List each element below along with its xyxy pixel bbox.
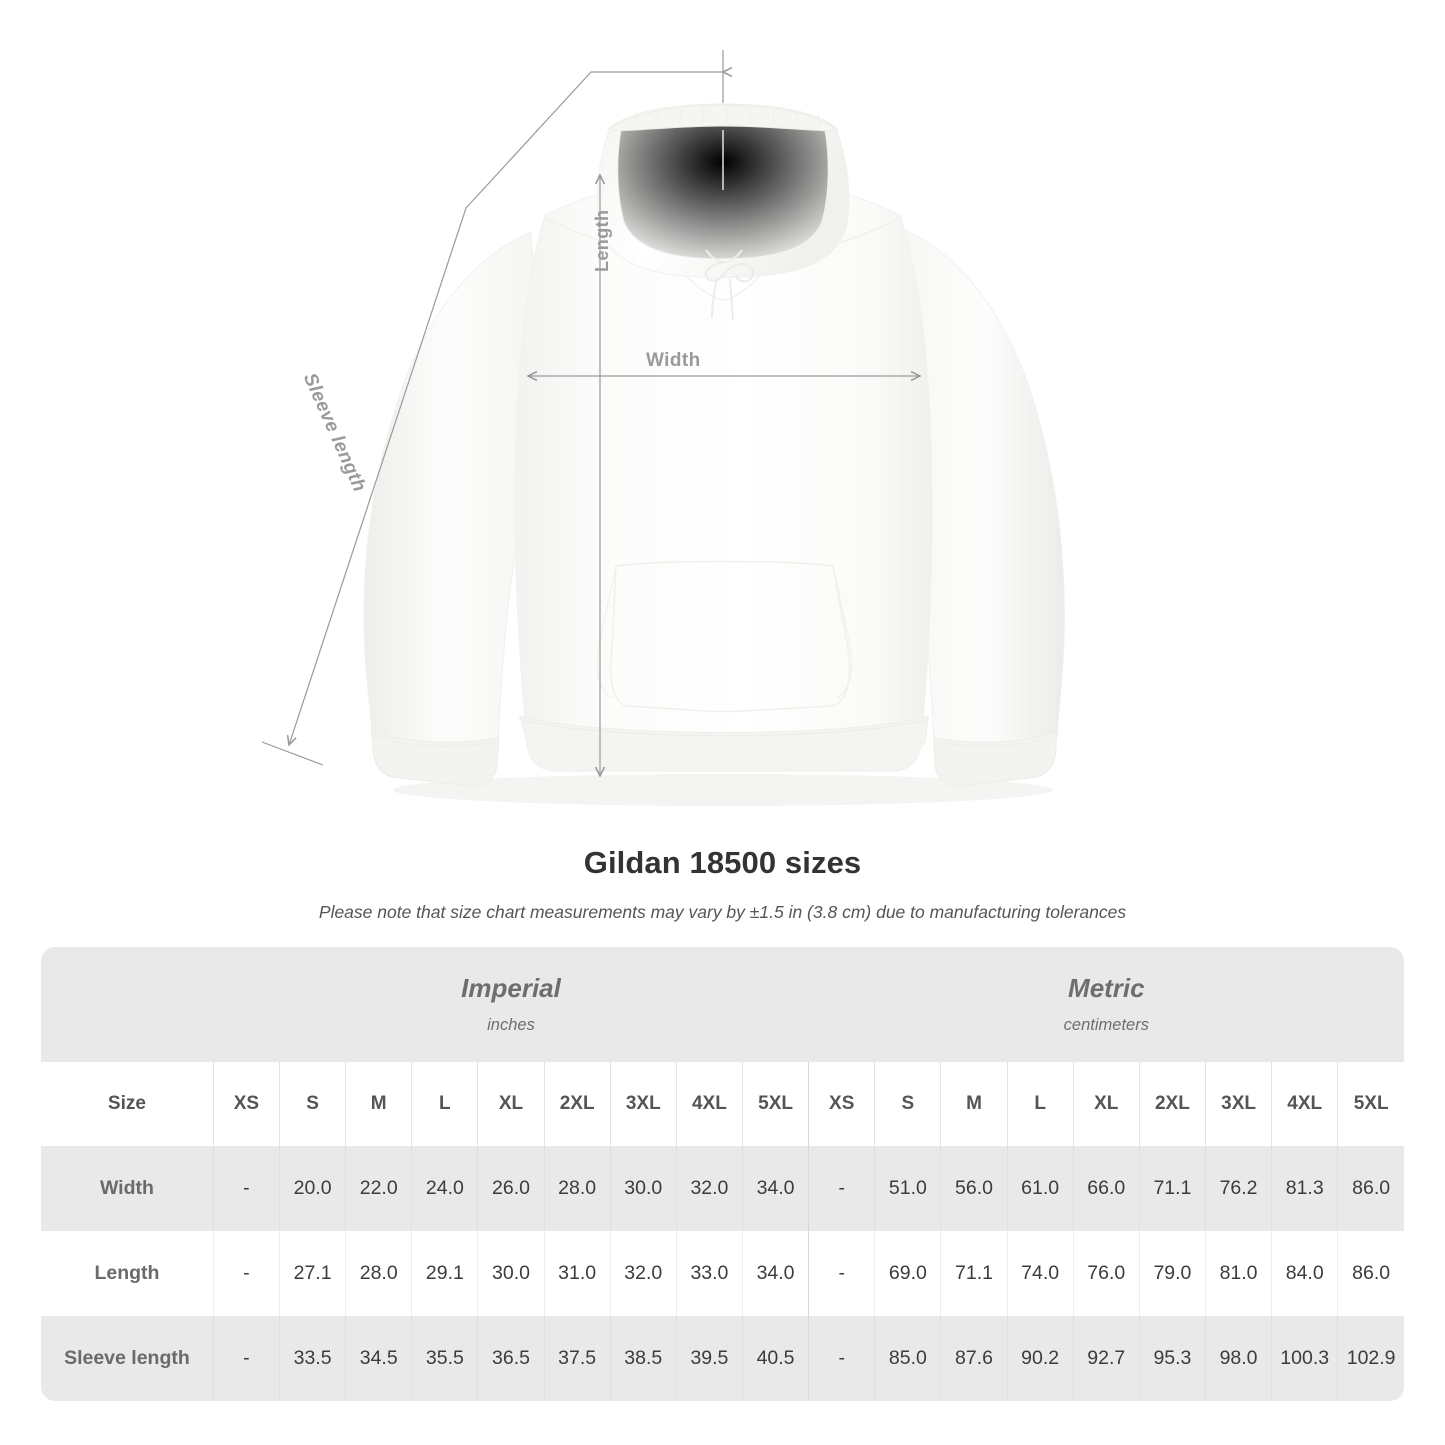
cell-imperial-1-7: 33.0 — [675, 1231, 743, 1316]
cell-imperial-1-4: 30.0 — [477, 1231, 545, 1316]
unit-header-imperial: Imperial inches — [213, 947, 809, 1062]
header-size-imperial-6: 3XL — [609, 1062, 677, 1146]
cell-metric-2-1: 85.0 — [874, 1316, 941, 1401]
header-size-imperial-8: 5XL — [741, 1062, 809, 1146]
unit-banner-row: Imperial inches Metric centimeters — [41, 947, 1404, 1062]
cell-metric-0-7: 81.3 — [1271, 1146, 1338, 1231]
unit-banner-spacer — [41, 947, 214, 1062]
cell-imperial-2-2: 34.5 — [345, 1316, 412, 1401]
unit-sub-imperial: inches — [487, 1016, 535, 1035]
cell-metric-1-0: - — [808, 1231, 875, 1316]
header-size-imperial-0: XS — [212, 1062, 280, 1146]
cell-imperial-1-2: 28.0 — [345, 1231, 412, 1316]
table-row: Width -20.0 22.0 24.0 26.0 28.0 30.0 32.0 34.0-5… — [41, 1146, 1404, 1231]
row-label-2: Sleeve length — [41, 1316, 214, 1401]
tolerance-note: Please note that size chart measurements… — [318, 902, 1127, 922]
cell-imperial-2-6: 38.5 — [609, 1316, 677, 1401]
header-size-metric-8: 5XL — [1337, 1062, 1404, 1146]
cell-imperial-2-1: 33.5 — [278, 1316, 346, 1401]
cell-imperial-0-6: 30.0 — [609, 1146, 677, 1231]
unit-name-metric: Metric — [1068, 972, 1145, 1003]
page-title: Gildan 18500 sizes — [583, 845, 862, 880]
header-size-imperial-4: XL — [477, 1062, 545, 1146]
header-size-metric-4: XL — [1072, 1062, 1140, 1146]
cell-imperial-0-8: 34.0 — [741, 1146, 809, 1231]
header-size-imperial-7: 4XL — [675, 1062, 743, 1146]
cell-metric-2-3: 90.2 — [1006, 1316, 1074, 1401]
table-row: Sleeve length -33.5 34.5 35.5 36.5 37.5 38.5 39… — [41, 1316, 1404, 1401]
size-chart-table-container: Imperial inches Metric centimeters Size XS S M L… — [41, 947, 1404, 1401]
cell-metric-1-7: 84.0 — [1271, 1231, 1338, 1316]
header-size-label: Size — [41, 1062, 214, 1146]
cell-metric-2-6: 98.0 — [1204, 1316, 1272, 1401]
cell-imperial-2-0: - — [212, 1316, 280, 1401]
cell-metric-0-6: 76.2 — [1204, 1146, 1272, 1231]
unit-header-metric: Metric centimeters — [808, 947, 1404, 1062]
cell-metric-1-2: 71.1 — [940, 1231, 1008, 1316]
header-size-metric-6: 3XL — [1204, 1062, 1272, 1146]
cell-metric-1-4: 76.0 — [1072, 1231, 1140, 1316]
cell-imperial-1-5: 31.0 — [543, 1231, 611, 1316]
cell-imperial-1-0: - — [212, 1231, 280, 1316]
garment-diagram: Length Width Sleeve length — [261, 50, 1445, 835]
cell-metric-0-1: 51.0 — [874, 1146, 941, 1231]
cell-imperial-1-8: 34.0 — [741, 1231, 809, 1316]
unit-name-imperial: Imperial — [461, 972, 561, 1003]
header-size-metric-0: XS — [808, 1062, 875, 1146]
size-chart-table: Imperial inches Metric centimeters Size XS S M L… — [41, 947, 1404, 1401]
cell-imperial-2-5: 37.5 — [543, 1316, 611, 1401]
cell-metric-0-8: 86.0 — [1337, 1146, 1404, 1231]
measurement-annotations — [261, 50, 1445, 835]
header-size-imperial-1: S — [278, 1062, 346, 1146]
cell-metric-0-4: 66.0 — [1072, 1146, 1140, 1231]
row-label-0: Width — [41, 1146, 214, 1231]
cell-imperial-1-3: 29.1 — [411, 1231, 478, 1316]
cell-metric-1-6: 81.0 — [1204, 1231, 1272, 1316]
cell-imperial-0-2: 22.0 — [345, 1146, 412, 1231]
cell-imperial-0-5: 28.0 — [543, 1146, 611, 1231]
cell-metric-1-1: 69.0 — [874, 1231, 941, 1316]
cell-imperial-0-4: 26.0 — [477, 1146, 545, 1231]
header-size-metric-1: S — [874, 1062, 941, 1146]
cell-imperial-1-6: 32.0 — [609, 1231, 677, 1316]
cell-metric-2-4: 92.7 — [1072, 1316, 1140, 1401]
cell-imperial-1-1: 27.1 — [278, 1231, 346, 1316]
cell-metric-1-8: 86.0 — [1337, 1231, 1404, 1316]
cell-imperial-2-4: 36.5 — [477, 1316, 545, 1401]
cell-imperial-0-3: 24.0 — [411, 1146, 478, 1231]
length-dimension-label: Length — [592, 209, 612, 272]
cell-imperial-2-8: 40.5 — [741, 1316, 809, 1401]
cell-metric-2-5: 95.3 — [1138, 1316, 1206, 1401]
cell-imperial-0-7: 32.0 — [675, 1146, 743, 1231]
cell-metric-2-0: - — [808, 1316, 875, 1401]
cell-metric-0-5: 71.1 — [1138, 1146, 1206, 1231]
cell-imperial-0-1: 20.0 — [278, 1146, 346, 1231]
header-size-metric-5: 2XL — [1138, 1062, 1206, 1146]
cell-metric-0-2: 56.0 — [940, 1146, 1008, 1231]
unit-sub-metric: centimeters — [1063, 1016, 1149, 1035]
cell-metric-2-7: 100.3 — [1271, 1316, 1338, 1401]
header-size-imperial-5: 2XL — [543, 1062, 611, 1146]
title-block: Gildan 18500 sizes Please note that size… — [0, 845, 1445, 923]
cell-imperial-0-0: - — [212, 1146, 280, 1231]
width-dimension-label: Width — [646, 350, 701, 371]
cell-imperial-2-3: 35.5 — [411, 1316, 478, 1401]
header-size-imperial-3: L — [411, 1062, 478, 1146]
row-label-1: Length — [41, 1231, 214, 1316]
header-size-metric-3: L — [1006, 1062, 1074, 1146]
header-size-metric-7: 4XL — [1271, 1062, 1338, 1146]
cell-imperial-2-7: 39.5 — [675, 1316, 743, 1401]
cell-metric-2-2: 87.6 — [940, 1316, 1008, 1401]
cell-metric-0-3: 61.0 — [1006, 1146, 1074, 1231]
cell-metric-0-0: - — [808, 1146, 875, 1231]
header-size-imperial-2: M — [345, 1062, 412, 1146]
cell-metric-2-8: 102.9 — [1337, 1316, 1404, 1401]
cell-metric-1-3: 74.0 — [1006, 1231, 1074, 1316]
cell-metric-1-5: 79.0 — [1138, 1231, 1206, 1316]
header-size-metric-2: M — [940, 1062, 1008, 1146]
table-row: Length -27.1 28.0 29.1 30.0 31.0 32.0 33.0 34.0-… — [41, 1231, 1404, 1316]
table-header-row: Size XS S M L XL 2XL 3XL 4XL 5XL XS S M L XL 2XL 3XL 4XL 5… — [41, 1062, 1404, 1146]
